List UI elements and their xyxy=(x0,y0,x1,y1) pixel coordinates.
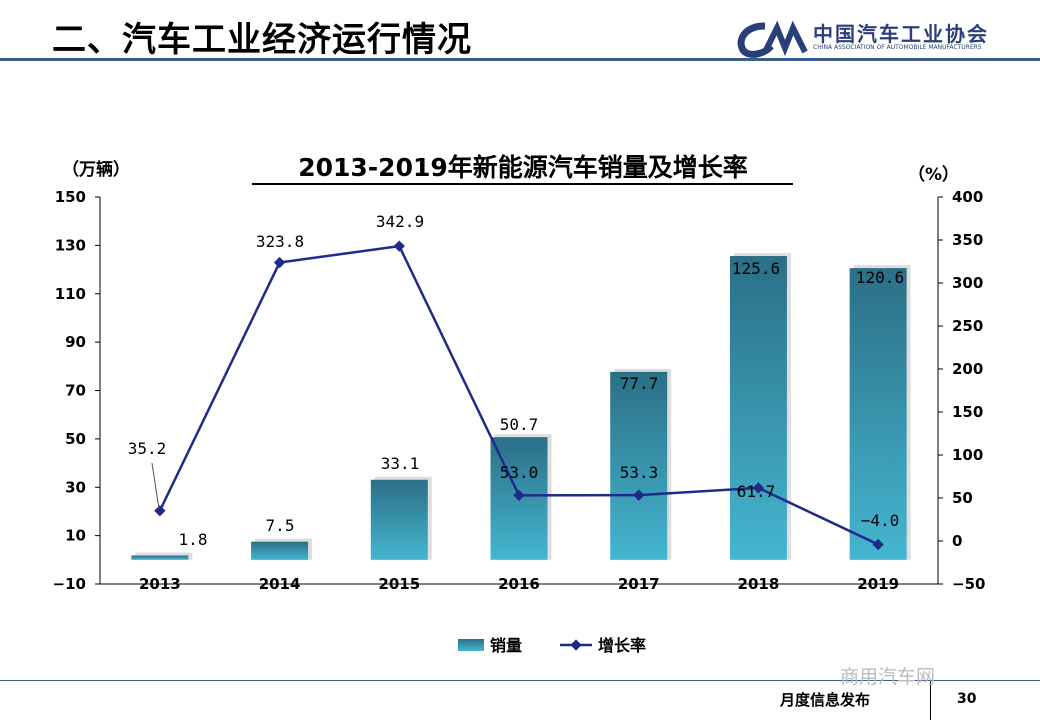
x-tick-label: 2014 xyxy=(259,575,301,593)
logo-name-en: CHINA ASSOCIATION OF AUTOMOBILE MANUFACT… xyxy=(813,44,982,51)
growth-rate-point xyxy=(633,489,645,501)
y-left-tick-label: 30 xyxy=(65,478,86,496)
y-left-tick-label: −10 xyxy=(53,575,86,593)
sales-bar-value-label: 120.6 xyxy=(856,268,904,287)
x-tick-label: 2016 xyxy=(498,575,540,593)
caam-logo-mark xyxy=(737,20,808,58)
sales-growth-chart: 2013-2019年新能源汽车销量及增长率 （万辆） （%） −10 10 30 50… xyxy=(53,153,986,655)
page-number: 30 xyxy=(957,691,977,707)
growth-rate-value-label: 342.9 xyxy=(376,212,424,231)
y-right-tick-label: 100 xyxy=(952,446,983,464)
sales-bar xyxy=(251,541,309,560)
y-left-tick-label: 10 xyxy=(65,527,86,545)
growth-rate-point xyxy=(273,256,286,269)
growth-rate-value-label: 323.8 xyxy=(256,232,304,251)
y-right-tick-label: 0 xyxy=(952,532,962,550)
growth-rate-point xyxy=(154,505,166,517)
logo-name-cn: 中国汽车工业协会 xyxy=(813,22,989,46)
legend-growth-label: 增长率 xyxy=(598,636,646,655)
growth-rate-value-label: 53.3 xyxy=(620,463,659,482)
chart-title: 2013-2019年新能源汽车销量及增长率 xyxy=(298,153,748,182)
y-axis-left-label: （万辆） xyxy=(62,159,130,180)
footer-label: 月度信息发布 xyxy=(780,691,871,709)
y-left-tick-label: 110 xyxy=(55,285,86,303)
sales-bar-value-label: 7.5 xyxy=(266,516,295,535)
y-left-tick-label: 70 xyxy=(65,382,86,400)
sales-bar-value-label: 50.7 xyxy=(500,415,539,434)
sales-bar-value-label: 1.8 xyxy=(179,530,208,549)
growth-rate-value-label: 61.7 xyxy=(737,482,776,501)
legend-sales-swatch xyxy=(458,639,484,651)
sales-bar xyxy=(610,371,668,560)
y-right-tick-label: 50 xyxy=(952,489,973,507)
y-right-tick-label: 150 xyxy=(952,403,983,421)
legend-growth-marker xyxy=(570,639,582,651)
y-left-tick-label: 50 xyxy=(65,430,86,448)
growth-rate-point xyxy=(513,489,525,502)
y-right-tick-label: 350 xyxy=(952,231,983,249)
y-axis-right-label: （%） xyxy=(908,164,959,185)
growth-rate-value-label: −4.0 xyxy=(861,511,900,530)
x-tick-label: 2017 xyxy=(618,575,660,593)
growth-rate-value-label: 53.0 xyxy=(500,463,539,482)
x-tick-label: 2018 xyxy=(738,575,780,593)
growth-rate-point xyxy=(752,482,765,494)
sales-bar xyxy=(131,555,189,560)
y-right-tick-label: 250 xyxy=(952,317,983,335)
header-divider xyxy=(0,58,1040,61)
sales-bar-value-label: 33.1 xyxy=(381,454,420,473)
sales-bar-value-label: 125.6 xyxy=(732,259,780,278)
sales-bar xyxy=(729,256,787,560)
y-right-tick-label: −50 xyxy=(952,575,985,593)
y-left-tick-label: 130 xyxy=(55,236,86,254)
y-right-tick-label: 300 xyxy=(952,274,983,292)
footer-divider xyxy=(0,680,1040,681)
sales-bar xyxy=(849,268,907,560)
legend-sales-label: 销量 xyxy=(490,636,522,655)
x-tick-label: 2015 xyxy=(378,575,420,593)
page-title: 二、汽车工业经济运行情况 xyxy=(52,20,472,60)
y-left-tick-label: 150 xyxy=(55,188,86,206)
growth-label-leader xyxy=(151,462,160,510)
growth-rate-point xyxy=(393,240,405,252)
growth-rate-point xyxy=(872,538,884,551)
sales-bar xyxy=(370,479,428,560)
source-watermark: 商用汽车网 xyxy=(840,666,936,688)
y-right-tick-label: 200 xyxy=(952,360,983,378)
y-left-tick-label: 90 xyxy=(65,333,86,351)
x-tick-label: 2019 xyxy=(857,575,899,593)
x-tick-label: 2013 xyxy=(139,575,181,593)
growth-rate-value-label: 35.2 xyxy=(128,439,167,458)
footer-separator xyxy=(930,681,931,720)
caam-logo: 中国汽车工业协会 CHINA ASSOCIATION OF AUTOMOBILE… xyxy=(735,18,1025,58)
y-right-tick-label: 400 xyxy=(952,188,983,206)
sales-bar-value-label: 77.7 xyxy=(620,374,659,393)
